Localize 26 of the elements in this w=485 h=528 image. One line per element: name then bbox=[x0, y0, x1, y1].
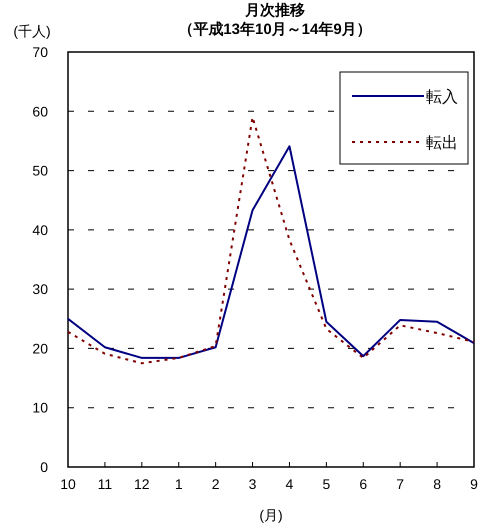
x-tick-label: 12 bbox=[134, 476, 150, 492]
x-tick-label: 6 bbox=[359, 476, 368, 492]
y-tick-label: 0 bbox=[40, 459, 48, 475]
legend-label: 転出 bbox=[426, 134, 458, 152]
x-tick-label: 4 bbox=[286, 476, 294, 492]
y-tick-label: 10 bbox=[32, 400, 48, 416]
y-tick-label: 60 bbox=[32, 103, 48, 120]
y-tick-label: 40 bbox=[32, 222, 48, 238]
x-tick-label: 8 bbox=[433, 476, 442, 492]
y-axis-title: (千人) bbox=[13, 23, 51, 39]
x-tick-label: 3 bbox=[248, 476, 257, 492]
x-tick-label: 10 bbox=[60, 476, 76, 492]
x-tick-label: 2 bbox=[212, 476, 220, 492]
chart-subtitle: （平成13年10月～14年9月） bbox=[178, 21, 372, 38]
chart-title: 月次推移 bbox=[244, 2, 305, 19]
x-tick-label: 5 bbox=[322, 476, 330, 492]
y-tick-label: 30 bbox=[32, 281, 48, 298]
x-tick-label: 7 bbox=[396, 476, 404, 492]
x-axis-title: (月) bbox=[259, 507, 283, 523]
y-tick-label: 20 bbox=[32, 340, 48, 356]
legend-label: 転入 bbox=[426, 88, 458, 106]
x-tick-label: 1 bbox=[174, 476, 183, 492]
y-tick-label: 50 bbox=[32, 162, 48, 179]
x-tick-label: 9 bbox=[470, 476, 478, 492]
x-tick-label: 11 bbox=[98, 476, 112, 492]
y-tick-label: 70 bbox=[32, 44, 48, 60]
